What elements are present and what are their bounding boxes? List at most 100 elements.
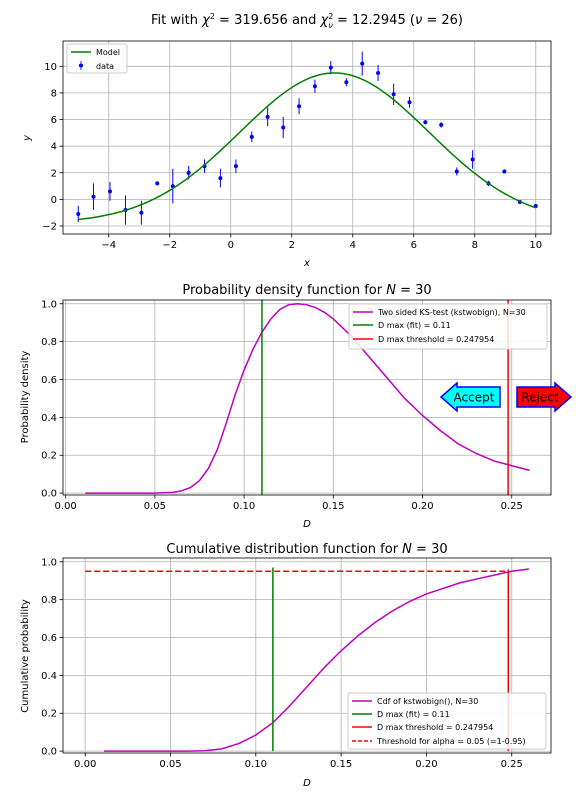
- legend-threshold-label: D max threshold = 0.247954: [377, 723, 493, 732]
- pdf-curve: [85, 303, 530, 494]
- data-point: [107, 189, 112, 194]
- fit-grid: [63, 41, 551, 234]
- pdf-ticks: 0.00 0.05 0.10 0.15 0.20 0.25 0.0 0.2 0.4 0.6 0.8 1…: [41, 299, 523, 512]
- fit-ytick-label: 0: [51, 195, 57, 206]
- cdf-legend: Cdf of kstwobign(), N=30 D max (fit) = 0…: [347, 692, 547, 750]
- legend-threshold-label: D max threshold = 0.247954: [378, 335, 494, 344]
- cdf-ytick-label: 0.6: [41, 633, 57, 644]
- cdf-xtick-label: 0.10: [245, 759, 267, 770]
- model-curve: [78, 72, 537, 221]
- data-point: [407, 100, 412, 105]
- data-point: [312, 84, 317, 89]
- pdf-legend: Two sided KS-test (kstwobign), N=30 D ma…: [348, 303, 548, 350]
- fit-ylabel: y: [22, 134, 33, 142]
- pdf-ylabel: Probability density: [20, 351, 31, 444]
- fit-ytick-label: 10: [44, 62, 57, 73]
- reject-arrow: Reject: [516, 381, 573, 413]
- legend-dmax-label: D max (fit) = 0.11: [378, 321, 451, 330]
- data-point: [376, 70, 381, 75]
- legend-alpha-label: Threshold for alpha = 0.05 (=1-0.95): [376, 737, 526, 746]
- pdf-xtick-label: 0.00: [55, 501, 77, 512]
- fit-data-points: [76, 51, 538, 225]
- data-point: [281, 125, 286, 130]
- legend-dmax-label: D max (fit) = 0.11: [377, 710, 450, 719]
- accept-arrow: Accept: [439, 381, 501, 413]
- data-point: [344, 80, 349, 85]
- data-point: [470, 157, 475, 162]
- data-point: [439, 122, 444, 127]
- data-point: [76, 212, 81, 217]
- legend-data-label: data: [96, 62, 114, 71]
- fit-xtick-label: −4: [101, 240, 116, 251]
- cdf-title: Cumulative distribution function for N =…: [166, 542, 447, 557]
- fit-title: Fit with χ2 = 319.656 and χ2 ν = 12.2945 …: [151, 12, 463, 30]
- fit-ticks: −4 −2 0 2 4 6 8 10 −2 0 2 4 6 8 10: [42, 62, 542, 251]
- cdf-ytick-label: 0.2: [41, 709, 57, 720]
- fit-ytick-label: 2: [51, 168, 57, 179]
- legend-data-marker: [79, 63, 83, 68]
- fit-xtick-label: −2: [162, 240, 177, 251]
- cdf-ytick-label: 1.0: [41, 557, 57, 568]
- data-point: [297, 104, 302, 109]
- cdf-xtick-label: 0.05: [159, 759, 181, 770]
- data-point: [249, 134, 254, 139]
- fit-xtick-label: 4: [350, 240, 356, 251]
- fit-xtick-label: 0: [228, 240, 234, 251]
- legend-pdf-label: Two sided KS-test (kstwobign), N=30: [377, 308, 526, 317]
- cdf-xtick-label: 0.00: [74, 759, 96, 770]
- fit-ytick-label: 4: [51, 142, 57, 153]
- data-point: [186, 170, 191, 175]
- pdf-xtick-label: 0.25: [501, 501, 523, 512]
- pdf-title: Probability density function for N = 30: [182, 283, 431, 298]
- cdf-ytick-label: 0.4: [41, 671, 57, 682]
- legend-model-label: Model: [96, 48, 120, 57]
- fit-axes-frame: [62, 40, 552, 235]
- data-point: [233, 164, 238, 169]
- pdf-ytick-label: 0.8: [41, 337, 57, 348]
- pdf-ytick-label: 0.2: [41, 451, 57, 462]
- data-point: [265, 114, 270, 119]
- pdf-ytick-label: 1.0: [41, 299, 57, 310]
- cdf-curve: [103, 568, 529, 752]
- data-point: [360, 61, 365, 66]
- legend-cdf-label: Cdf of kstwobign(), N=30: [377, 697, 478, 706]
- fit-legend: Model data: [66, 43, 128, 74]
- cdf-xtick-label: 0.20: [415, 759, 437, 770]
- data-point: [91, 194, 96, 199]
- reject-label: Reject: [521, 391, 558, 405]
- cdf-ticks: 0.00 0.05 0.10 0.15 0.20 0.25 0.0 0.2 0.4 0.6 0.8 1…: [41, 557, 523, 770]
- fit-xtick-label: 2: [289, 240, 295, 251]
- data-point: [218, 176, 223, 181]
- cdf-ylabel: Cumulative probability: [20, 599, 31, 713]
- cdf-xtick-label: 0.15: [330, 759, 352, 770]
- pdf-xtick-label: 0.10: [233, 501, 255, 512]
- pdf-ytick-label: 0.0: [41, 489, 57, 500]
- data-point: [502, 169, 507, 174]
- fit-xtick-label: 8: [472, 240, 478, 251]
- fit-panel: Fit with χ2 = 319.656 and χ2 ν = 12.2945 …: [22, 12, 552, 269]
- data-point: [155, 181, 160, 186]
- cdf-axes-frame: [62, 557, 552, 754]
- fit-xtick-label: 6: [411, 240, 417, 251]
- fit-ytick-label: 6: [51, 115, 57, 126]
- pdf-xtick-label: 0.20: [411, 501, 433, 512]
- cdf-ytick-label: 0.0: [41, 747, 57, 758]
- pdf-xtick-label: 0.05: [144, 501, 166, 512]
- pdf-ytick-label: 0.4: [41, 413, 57, 424]
- fit-xtick-label: 10: [529, 240, 542, 251]
- fit-ytick-label: 8: [51, 88, 57, 99]
- fit-xlabel: x: [303, 258, 310, 269]
- pdf-panel: Probability density function for N = 30 …: [20, 283, 573, 530]
- data-point: [391, 92, 396, 97]
- pdf-ytick-label: 0.6: [41, 375, 57, 386]
- data-point: [423, 120, 428, 125]
- cdf-xlabel: D: [303, 778, 311, 789]
- data-point: [454, 169, 459, 174]
- pdf-xtick-label: 0.15: [322, 501, 344, 512]
- cdf-panel: Cumulative distribution function for N =…: [20, 542, 552, 789]
- cdf-xtick-label: 0.25: [501, 759, 523, 770]
- accept-label: Accept: [454, 391, 495, 405]
- fit-ytick-label: −2: [42, 222, 57, 233]
- cdf-ytick-label: 0.8: [41, 595, 57, 606]
